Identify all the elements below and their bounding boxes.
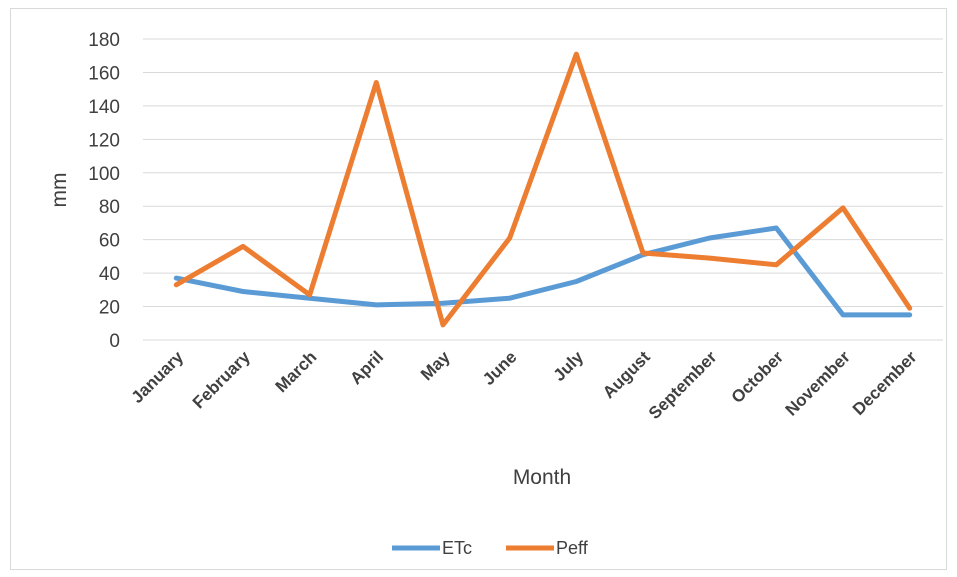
y-tick-label: 140 — [88, 97, 120, 118]
x-tick-label: May — [417, 347, 454, 384]
data-point-etc — [841, 313, 845, 317]
x-tick-label: March — [272, 347, 321, 396]
y-tick-label: 120 — [88, 130, 120, 151]
x-tick-label: June — [479, 347, 520, 388]
data-point-etc — [374, 303, 378, 307]
data-point-peff — [174, 283, 178, 287]
y-tick-label: 0 — [109, 331, 120, 352]
x-tick-label: January — [128, 347, 188, 407]
series-lines — [173, 51, 913, 328]
x-tick-label: September — [645, 347, 721, 423]
data-point-peff — [908, 306, 912, 310]
x-tick-label: August — [599, 347, 654, 402]
data-point-peff — [441, 323, 445, 327]
legend: ETc Peff — [392, 538, 589, 558]
y-tick-label: 60 — [99, 231, 120, 252]
chart-frame — [10, 8, 947, 570]
x-tick-label: February — [189, 347, 254, 412]
y-axis-title: mm — [48, 173, 71, 208]
data-point-etc — [574, 279, 578, 283]
x-axis-title: Month — [513, 466, 571, 489]
y-axis-ticks: 0 20 40 60 80 100 120 140 160 180 — [88, 30, 120, 352]
y-tick-label: 80 — [99, 197, 120, 218]
y-tick-label: 20 — [99, 298, 120, 319]
y-tick-label: 180 — [88, 30, 120, 51]
data-point-etc — [241, 290, 245, 294]
data-point-etc — [441, 301, 445, 305]
x-tick-label: July — [550, 347, 588, 385]
data-point-etc — [174, 276, 178, 280]
x-tick-label: April — [346, 347, 387, 388]
data-point-etc — [508, 296, 512, 300]
data-point-peff — [374, 80, 378, 84]
series-line-peff — [173, 51, 913, 328]
x-tick-label: December — [849, 347, 921, 419]
data-point-peff — [774, 263, 778, 267]
data-point-peff — [308, 293, 312, 297]
x-tick-label: October — [728, 347, 788, 407]
y-tick-label: 160 — [88, 63, 120, 84]
legend-label-peff: Peff — [556, 538, 589, 558]
gridlines — [143, 38, 943, 341]
y-tick-label: 100 — [88, 164, 120, 185]
series-line-etc — [173, 225, 913, 318]
data-point-etc — [908, 313, 912, 317]
data-point-peff — [641, 251, 645, 255]
x-tick-label: November — [782, 347, 854, 419]
legend-label-etc: ETc — [442, 538, 472, 558]
data-point-etc — [774, 226, 778, 230]
y-tick-label: 40 — [99, 264, 120, 285]
data-point-peff — [508, 236, 512, 240]
data-point-peff — [241, 244, 245, 248]
data-point-etc — [708, 236, 712, 240]
x-axis-ticks: January February March April May June July Augu… — [128, 347, 921, 423]
data-point-peff — [708, 256, 712, 260]
data-point-peff — [841, 206, 845, 210]
data-point-peff — [574, 52, 578, 56]
